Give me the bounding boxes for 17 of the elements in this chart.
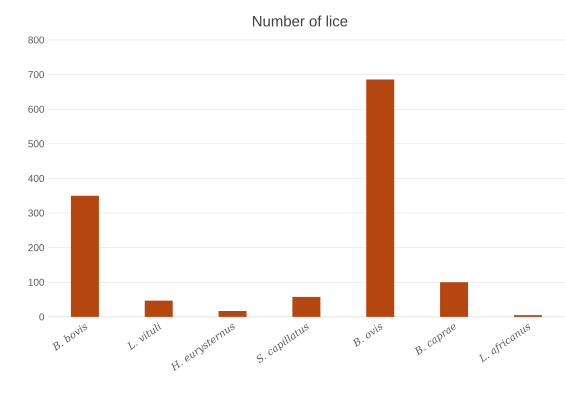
- bar: [292, 296, 320, 317]
- y-tick-label: 600: [28, 106, 44, 113]
- bar: [218, 311, 247, 317]
- bar: [70, 196, 99, 317]
- y-tick-label: 500: [28, 140, 44, 148]
- y-tick-label: 400: [28, 174, 44, 182]
- bar: [144, 300, 173, 317]
- x-tick-label: B. ovis: [352, 324, 382, 348]
- y-tick-label: 200: [28, 244, 44, 252]
- chart-title: Number of lice: [252, 16, 348, 27]
- bar: [366, 80, 394, 317]
- y-tick-label: 300: [28, 210, 44, 217]
- y-tick-label: 0: [39, 313, 44, 320]
- bar: [440, 282, 468, 317]
- y-tick-label: 700: [28, 71, 44, 78]
- y-tick-label: 800: [28, 36, 44, 44]
- y-tick-label: 100: [28, 278, 44, 286]
